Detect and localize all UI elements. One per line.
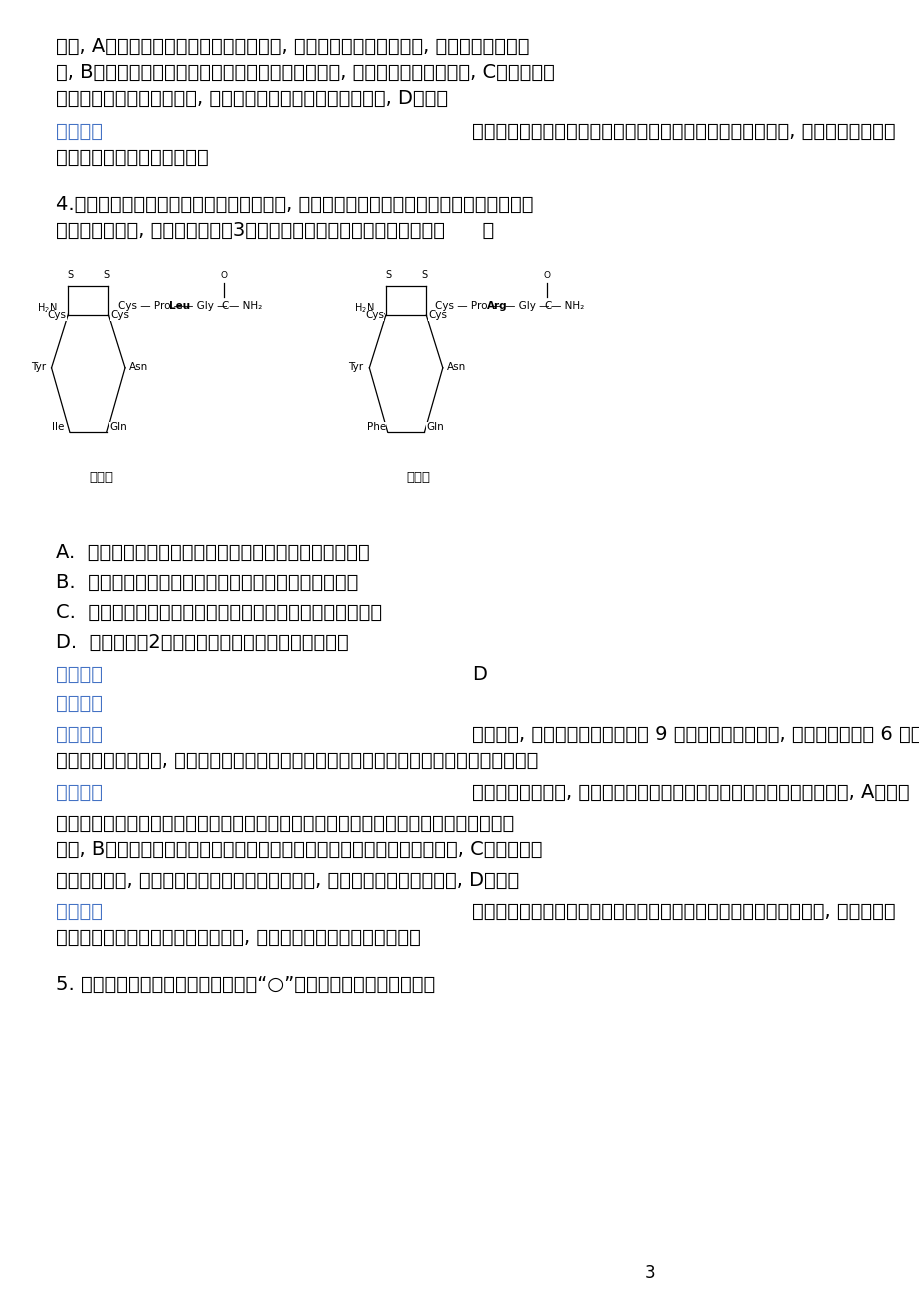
Text: 分析判断两种化合物在结构上的差异, 进而判断两者功能差异的原因。: 分析判断两种化合物在结构上的差异, 进而判断两者功能差异的原因。 [56,928,421,948]
Text: Asn: Asn [446,362,465,371]
Text: Phe: Phe [367,422,386,432]
Text: Asn: Asn [129,362,148,371]
Text: 【分析】: 【分析】 [56,725,103,745]
Text: — Gly —: — Gly — [183,301,227,311]
Text: Gln: Gln [109,422,127,432]
Text: 醇是构成细胞膜的重要成分, 在人体内还参与血液中脂质的运输, D正确。: 醇是构成细胞膜的重要成分, 在人体内还参与血液中脂质的运输, D正确。 [56,89,448,108]
Text: S: S [384,270,391,280]
Text: 解, B错误；过量摄入反式脂肪酸可增加患心血管疾病, 如粥样动脉硬化的风险, C正确；胆固: 解, B错误；过量摄入反式脂肪酸可增加患心血管疾病, 如粥样动脉硬化的风险, C… [56,62,555,82]
Text: Cys — Pro —: Cys — Pro — [118,301,184,311]
Text: H$_2$N: H$_2$N [37,302,57,315]
Text: Cys — Pro —: Cys — Pro — [435,301,501,311]
Text: Arg: Arg [486,301,507,311]
Text: 基酸组成的环状结构, 两种物质的不同点在于环状和链状结构中各有一个氨基酸的种类不同。: 基酸组成的环状结构, 两种物质的不同点在于环状和链状结构中各有一个氨基酸的种类不… [56,751,539,771]
Text: 【答案】: 【答案】 [56,665,103,685]
Text: 5. 在下列几种化合物的化学组成中，“○”中所对应的含义最接近的是: 5. 在下列几种化合物的化学组成中，“○”中所对应的含义最接近的是 [56,975,436,995]
Text: C: C [221,301,229,311]
Text: 加压素: 加压素 [406,471,430,484]
Text: 器官, A正确；蛇毒中的磷脂酶具有专一性, 只能催化磷脂分子的水解, 不能催化蛋白质水: 器官, A正确；蛇毒中的磷脂酶具有专一性, 只能催化磷脂分子的水解, 不能催化蛋… [56,36,529,56]
Text: C: C [544,301,551,311]
Text: A.  两种激素都是由八肽环和三肽側链构成的多肽类化合物: A. 两种激素都是由八肽环和三肽側链构成的多肽类化合物 [56,543,369,562]
Text: Cys: Cys [110,310,130,320]
Text: 【解析】: 【解析】 [56,694,103,713]
Text: — NH₂: — NH₂ [550,301,584,311]
Text: Tyr: Tyr [30,362,46,371]
Text: S: S [67,270,74,280]
Text: 【点睛】: 【点睛】 [56,902,103,922]
Text: D.  两种激素间2个氨基酸种类不同导致生理功能不同: D. 两种激素间2个氨基酸种类不同导致生理功能不同 [56,633,349,652]
Text: 结构简式如下图, 各氨基酸残基用3个字母缩写表示。下列叙述正确的是（      ）: 结构简式如下图, 各氨基酸残基用3个字母缩写表示。下列叙述正确的是（ ） [56,221,494,241]
Text: — NH₂: — NH₂ [228,301,262,311]
Text: 【详解】: 【详解】 [56,783,103,802]
Text: 解答本题的关键是识记和了解细胞中脂质的常见种类以及功能, 并根据不同脂类物: 解答本题的关键是识记和了解细胞中脂质的常见种类以及功能, 并根据不同脂类物 [471,122,894,142]
Text: S: S [103,270,109,280]
Text: Cys: Cys [427,310,447,320]
Text: 据图分析, 催产素和加压素都是由 9 个氨基酸组成的多肽, 且都含有一个由 6 个氨: 据图分析, 催产素和加压素都是由 9 个氨基酸组成的多肽, 且都含有一个由 6 … [471,725,919,745]
Text: 催产素: 催产素 [89,471,113,484]
Text: 质的功能结合提示分析答题。: 质的功能结合提示分析答题。 [56,148,209,168]
Text: S: S [421,270,426,280]
Text: D: D [471,665,486,685]
Text: 解答本题的关键是掌握氨基酸的结构通式以及分子结构多样性的原因, 并根据图像: 解答本题的关键是掌握氨基酸的结构通式以及分子结构多样性的原因, 并根据图像 [471,902,894,922]
Text: 【点睛】: 【点睛】 [56,122,103,142]
Text: 以上分析可知, 两种激素在两个氨基酸种类上不同, 进而导致两者的功能不同, D正确。: 以上分析可知, 两种激素在两个氨基酸种类上不同, 进而导致两者的功能不同, D正… [56,871,519,891]
Text: C.  肽链中游离氨基的数目与参与构成肽链的氨基酸种类无关: C. 肽链中游离氨基的数目与参与构成肽链的氨基酸种类无关 [56,603,382,622]
Text: Cys: Cys [47,310,66,320]
Text: 氨基酸之间脂水缩合形成的水分子中的氢分别来自于一个氨基酸的氨基和另一个氨基酸的: 氨基酸之间脂水缩合形成的水分子中的氢分别来自于一个氨基酸的氨基和另一个氨基酸的 [56,814,515,833]
Text: O: O [221,271,228,280]
Text: 缧基, B错误；肽链中游离的氨基酸数目与参与构成肽链的氨基酸的种类有关, C错误；根据: 缧基, B错误；肽链中游离的氨基酸数目与参与构成肽链的氨基酸的种类有关, C错误… [56,840,542,859]
Text: Gln: Gln [426,422,444,432]
Text: 4.哺乳动物的催产素具有催产和排乳的作用, 加压素具有升高血压和减少排尿的作用。两者: 4.哺乳动物的催产素具有催产和排乳的作用, 加压素具有升高血压和减少排尿的作用。… [56,195,533,215]
Text: 3: 3 [643,1264,654,1282]
Text: Leu: Leu [169,301,190,311]
Text: B.  氨基酸之间脂水缩合形成的水分子中氢全部来自氨基: B. 氨基酸之间脂水缩合形成的水分子中氢全部来自氨基 [56,573,358,592]
Text: — Gly —: — Gly — [505,301,550,311]
Text: Tyr: Tyr [348,362,363,371]
Text: H$_2$N: H$_2$N [354,302,375,315]
Text: 根据以上分析可知, 两种激素都是由六环肽和三肽側链构成的多肽化合物, A错误；: 根据以上分析可知, 两种激素都是由六环肽和三肽側链构成的多肽化合物, A错误； [471,783,908,802]
Text: Cys: Cys [365,310,383,320]
Text: Ile: Ile [52,422,64,432]
Text: O: O [543,271,550,280]
